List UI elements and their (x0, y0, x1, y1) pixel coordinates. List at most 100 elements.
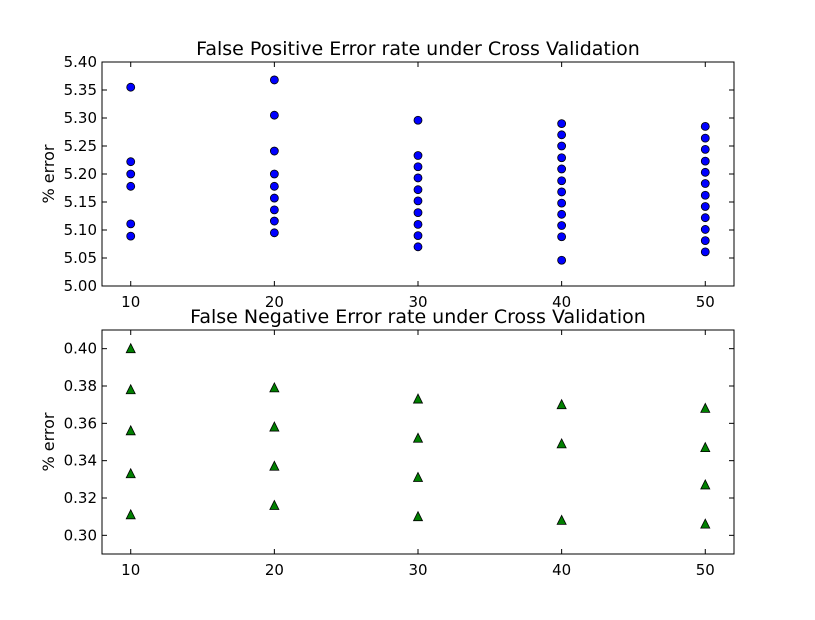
y-tick-label: 5.30 (64, 109, 97, 127)
y-tick-label: 5.25 (64, 137, 97, 155)
data-point (557, 153, 567, 163)
x-tick-label: 20 (265, 293, 284, 311)
data-point (413, 115, 423, 125)
x-tick-label: 50 (696, 561, 715, 579)
data-point (413, 151, 423, 160)
data-points (125, 342, 711, 529)
data-point (700, 518, 711, 529)
chart-title: False Positive Error rate under Cross Va… (196, 38, 640, 60)
data-point (700, 122, 710, 131)
data-point (413, 162, 423, 172)
data-point (557, 119, 567, 128)
data-point (700, 202, 710, 211)
data-point (269, 216, 279, 226)
y-tick-label: 0.30 (64, 526, 97, 544)
data-point (269, 205, 279, 215)
data-point (413, 208, 423, 218)
y-tick-label: 0.36 (64, 414, 97, 432)
y-tick-labels: 5.00 5.05 5.10 5.15 5.20 5.25 5.30 5.35 5.40 (64, 53, 97, 295)
data-point (126, 231, 136, 241)
data-point (269, 75, 279, 85)
data-point (413, 196, 423, 206)
y-tick-label: 0.40 (64, 340, 97, 358)
x-tick-label: 10 (121, 561, 140, 579)
y-tick-label: 5.10 (64, 221, 97, 239)
data-point (269, 181, 279, 191)
data-point (269, 110, 279, 120)
data-points (126, 75, 710, 265)
x-tick-labels: 10 20 30 40 50 (121, 561, 715, 579)
data-point (413, 173, 423, 183)
data-point (126, 219, 136, 229)
data-point (700, 225, 710, 234)
x-tick-label: 40 (552, 293, 571, 311)
data-point (269, 228, 279, 238)
data-point (700, 133, 710, 143)
data-point (125, 467, 136, 479)
data-point (700, 190, 710, 200)
data-point (413, 231, 423, 241)
data-point (700, 236, 710, 246)
data-point (269, 381, 280, 393)
data-point (413, 219, 423, 229)
x-tick-label: 30 (408, 561, 427, 579)
data-point (556, 437, 567, 449)
data-point (269, 193, 279, 203)
data-point (700, 441, 711, 453)
x-tick-label: 50 (696, 293, 715, 311)
data-point (126, 181, 136, 191)
y-tick-labels: 0.30 0.32 0.34 0.36 0.38 0.40 (64, 340, 97, 545)
y-tick-label: 5.00 (64, 277, 97, 295)
data-point (413, 242, 423, 252)
data-point (557, 176, 567, 186)
data-point (556, 398, 567, 410)
data-point (269, 146, 279, 156)
data-point (269, 499, 280, 510)
data-point (557, 141, 567, 151)
data-point (700, 167, 710, 177)
data-point (412, 471, 424, 482)
x-tick-label: 40 (552, 561, 571, 579)
data-point (557, 221, 567, 230)
data-point (557, 187, 567, 197)
data-point (557, 198, 567, 208)
data-point (557, 209, 567, 219)
data-point (700, 179, 710, 188)
data-point (557, 232, 567, 242)
data-point (412, 510, 424, 522)
data-point (125, 508, 136, 520)
data-point (412, 393, 424, 404)
data-point (413, 185, 423, 195)
data-point (557, 255, 567, 265)
data-point (126, 82, 136, 92)
data-point (125, 342, 136, 354)
chart-title: False Negative Error rate under Cross Va… (190, 306, 646, 328)
y-tick-label: 5.20 (64, 165, 97, 183)
data-point (126, 169, 136, 179)
data-point (126, 157, 136, 167)
data-point (269, 169, 279, 179)
y-tick-label: 0.38 (64, 377, 97, 395)
y-tick-label: 5.35 (64, 81, 97, 99)
x-tick-label: 30 (408, 293, 427, 311)
y-axis-label: % error (39, 412, 58, 471)
y-tick-label: 5.05 (64, 249, 97, 267)
data-point (125, 424, 136, 436)
false-positive-chart: False Positive Error rate under Cross Va… (39, 38, 735, 311)
x-tick-label: 20 (265, 561, 284, 579)
data-point (269, 460, 280, 471)
x-tick-label: 10 (121, 293, 140, 311)
axis-ticks (102, 330, 734, 554)
data-point (557, 164, 567, 174)
data-point (700, 479, 711, 490)
data-point (557, 130, 567, 140)
data-point (556, 514, 567, 525)
data-point (269, 421, 280, 432)
data-point (412, 432, 424, 443)
y-tick-label: 5.15 (64, 193, 97, 211)
data-point (700, 213, 710, 223)
y-axis-label: % error (39, 144, 58, 203)
x-tick-labels: 10 20 30 40 50 (121, 293, 715, 311)
data-point (125, 383, 136, 395)
